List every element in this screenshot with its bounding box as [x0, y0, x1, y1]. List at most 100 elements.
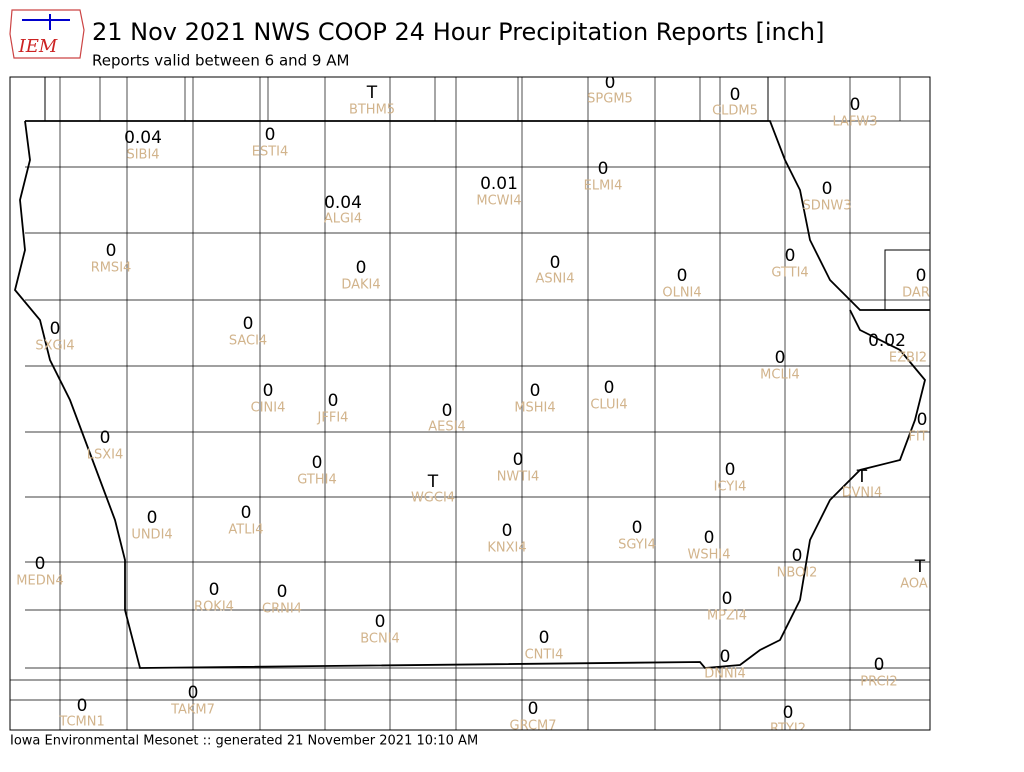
station-id: SPGM5 [587, 92, 633, 107]
logo: IEM [9, 9, 85, 59]
precip-value: 0 [147, 508, 158, 528]
precip-value: 0 [775, 348, 786, 368]
iowa-border [14, 120, 926, 669]
station-id: TCMN1 [58, 715, 104, 730]
station-id: CNTI4 [525, 648, 564, 663]
station-id: UNDI4 [131, 528, 172, 543]
precip-value: 0 [188, 683, 199, 703]
precip-value: 0 [513, 450, 524, 470]
station-id: WSHI4 [688, 548, 731, 563]
station-id: AESI4 [428, 420, 465, 435]
station-id: CRNI4 [262, 602, 302, 617]
station-id: MCWI4 [476, 194, 521, 209]
station-id: TAKM7 [170, 703, 215, 718]
station-id: FIT [908, 430, 927, 445]
station-id: MEDN4 [16, 574, 63, 589]
precip-value: T [366, 83, 378, 103]
precip-value: 0 [917, 410, 928, 430]
station-id: ROKI4 [194, 600, 234, 615]
precip-value: T [427, 472, 439, 492]
precip-value: 0 [785, 246, 796, 266]
precip-value: 0 [604, 378, 615, 398]
station-id: MSHI4 [514, 401, 555, 416]
station-id: ASNI4 [536, 272, 575, 287]
county-lines [10, 77, 930, 730]
precip-value: 0 [850, 95, 861, 115]
station-id: BTHM5 [349, 103, 395, 118]
station-id: DAR [902, 286, 930, 301]
precip-value: 0 [632, 518, 643, 538]
station-id: ALGI4 [324, 212, 362, 227]
precip-value: 0 [442, 401, 453, 421]
station-id: LSXI4 [87, 448, 124, 463]
station-id: ESTI4 [252, 145, 289, 160]
station-id: ICYI4 [714, 480, 747, 495]
station-id: CLDM5 [712, 104, 758, 119]
station-id: ATLI4 [228, 523, 263, 538]
state-lines [44, 77, 930, 310]
precip-value: 0 [50, 319, 61, 339]
precip-value: 0 [598, 159, 609, 179]
title: 21 Nov 2021 NWS COOP 24 Hour Precipitati… [92, 18, 824, 46]
footer: Iowa Environmental Mesonet :: generated … [10, 734, 478, 749]
precip-value: 0 [312, 453, 323, 473]
station-id: SXGI4 [35, 339, 74, 354]
station-id: MCLI4 [760, 368, 800, 383]
station-id: MPZI4 [707, 609, 747, 624]
station-id: CLUI4 [590, 398, 627, 413]
precip-value: 0 [243, 314, 254, 334]
precip-value: 0 [502, 521, 513, 541]
station-id: JFFI4 [317, 411, 349, 426]
station-id: RMSI4 [91, 261, 132, 276]
precip-value: 0 [530, 381, 541, 401]
precip-value: 0 [792, 546, 803, 566]
precip-value: 0 [677, 266, 688, 286]
precip-value: 0 [356, 258, 367, 278]
station-id: CINI4 [251, 401, 286, 416]
station-id: NBOI2 [777, 566, 818, 581]
precip-value: 0 [605, 73, 616, 93]
precip-value: 0 [328, 391, 339, 411]
station-id: ELMI4 [584, 179, 623, 194]
station-id: SIBI4 [126, 148, 159, 163]
station-id: WGCI4 [411, 491, 455, 506]
station-id: PRCI2 [860, 675, 897, 690]
map-frame [9, 76, 931, 731]
station-id: AOA [900, 577, 928, 592]
precip-value: T [856, 467, 868, 487]
precip-value: 0 [241, 503, 252, 523]
logo-text: IEM [18, 36, 58, 57]
precip-value: 0 [730, 85, 741, 105]
station-id: KNXI4 [487, 541, 526, 556]
station-id: GTHI4 [297, 473, 336, 488]
station-id: RTYI2 [770, 722, 806, 737]
precip-value: 0 [874, 655, 885, 675]
precip-value: 0 [704, 528, 715, 548]
precip-value: 0 [822, 179, 833, 199]
station-id: DVNI4 [842, 486, 883, 501]
precip-value: 0 [720, 647, 731, 667]
station-id: SGYI4 [618, 538, 656, 553]
precip-value: 0 [263, 381, 274, 401]
precip-value: 0.04 [124, 128, 162, 148]
precip-value: 0 [35, 554, 46, 574]
station-id: SACI4 [229, 334, 267, 349]
station-id: EZBI2 [889, 351, 927, 366]
precip-value: 0 [265, 125, 276, 145]
station-id: SDNW3 [802, 199, 851, 214]
state-border [25, 120, 930, 311]
station-id: GRCM7 [509, 719, 556, 734]
station-id: GTTI4 [771, 266, 808, 281]
precip-value: 0 [209, 580, 220, 600]
station-id: LAFW3 [832, 115, 877, 130]
station-id: NWTI4 [497, 470, 540, 485]
precip-value: 0.04 [324, 193, 362, 213]
precip-value: 0 [277, 582, 288, 602]
precip-value: 0 [375, 612, 386, 632]
subtitle: Reports valid between 6 and 9 AM [92, 52, 349, 70]
precip-value: 0.01 [480, 174, 518, 194]
precip-value: 0.02 [868, 331, 906, 351]
